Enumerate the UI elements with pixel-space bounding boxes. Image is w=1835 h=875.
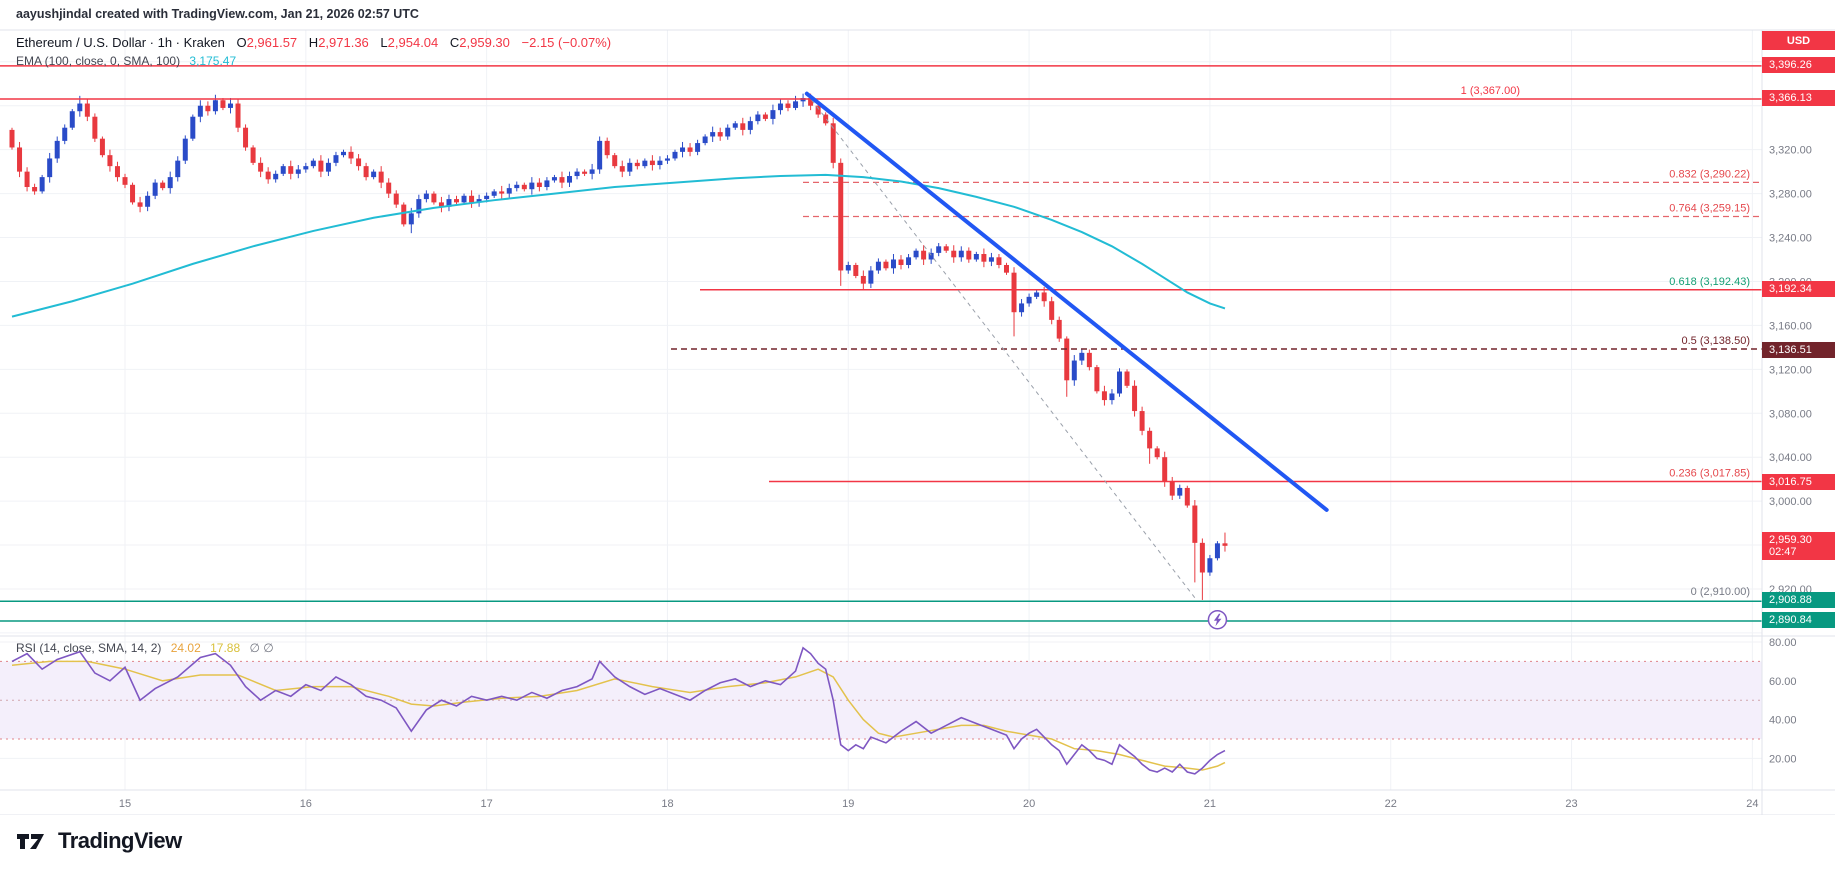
rsi-axis-label: 80.00 (1769, 637, 1797, 649)
time-axis-label: 17 (481, 798, 493, 810)
rsi-axis-label: 60.00 (1769, 676, 1797, 688)
ohlc-close: C2,959.30 (450, 35, 510, 50)
rsi-band (0, 660, 1762, 740)
lightning-icon (1207, 609, 1228, 630)
ohlc-open-label: O (236, 35, 247, 50)
time-axis-label: 20 (1023, 798, 1035, 810)
symbol-title[interactable]: Ethereum / U.S. Dollar · 1h · Kraken (16, 35, 225, 50)
ohlc-close-value: 2,959.30 (459, 35, 510, 50)
time-axis-label: 19 (842, 798, 854, 810)
time-axis-label: 21 (1204, 798, 1216, 810)
currency-label[interactable]: USD (1762, 31, 1835, 50)
price-tag: 3,136.51 (1762, 342, 1835, 359)
price-axis-label: 3,120.00 (1769, 364, 1812, 376)
trendline (804, 91, 1329, 512)
fib-level-label: 1 (3,367.00) (1461, 85, 1520, 97)
time-axis-label: 23 (1565, 798, 1577, 810)
time-axis-label: 22 (1385, 798, 1397, 810)
price-axis-label: 3,040.00 (1769, 452, 1812, 464)
fib-level-label: 0.618 (3,192.43) (1669, 276, 1750, 288)
price-tag: 2,890.84 (1762, 612, 1835, 628)
price-tag: 3,192.34 (1762, 280, 1835, 297)
price-axis-label: 3,080.00 (1769, 408, 1812, 420)
time-axis-label: 18 (661, 798, 673, 810)
rsi-legend[interactable]: RSI (14, close, SMA, 14, 2) 24.02 17.88 … (16, 641, 274, 655)
ohlc-high-label: H (308, 35, 319, 50)
fib-level-label: 0.832 (3,290.22) (1669, 168, 1750, 180)
price-tag: 3,366.13 (1762, 90, 1835, 106)
fib-level-label: 0.236 (3,017.85) (1669, 468, 1750, 480)
ema-line (11, 173, 1226, 318)
rsi-legend-value: 24.02 (170, 641, 201, 655)
rsi-line (11, 646, 1226, 775)
price-axis-label: 3,160.00 (1769, 320, 1812, 332)
tradingview-logo[interactable]: TradingView (16, 828, 182, 854)
time-axis-label: 24 (1746, 798, 1758, 810)
price-axis-label: 3,320.00 (1769, 145, 1812, 157)
price-axis-label: 3,000.00 (1769, 496, 1812, 508)
ohlc-high-value: 2,971.36 (318, 35, 369, 50)
ohlc-low-label: L (380, 35, 388, 50)
candles-series (9, 93, 1228, 600)
price-tag: 3,396.26 (1762, 56, 1835, 73)
ohlc-open-value: 2,961.57 (246, 35, 298, 50)
fib-level-label: 0.764 (3,259.15) (1669, 202, 1750, 214)
ohlc-open: O2,961.57 (236, 35, 297, 50)
rsi-ma-line (11, 660, 1226, 771)
price-axis-label: 3,240.00 (1769, 233, 1812, 245)
ohlc-close-label: C (449, 35, 460, 50)
price-tag: 3,016.75 (1762, 473, 1835, 490)
rsi-legend-title: RSI (14, close, SMA, 14, 2) (16, 641, 162, 655)
price-tag: 2,908.88 (1762, 592, 1835, 609)
ema-legend[interactable]: EMA (100, close, 0, SMA, 100) 3,175.47 (16, 54, 236, 68)
attribution-text: aayushjindal created with TradingView.co… (16, 7, 419, 21)
rsi-ma-legend-value: 17.88 (210, 641, 241, 655)
time-axis-labels: 15 16 17 18 19 20 21 22 23 24 (119, 798, 1759, 810)
ohlc-low: L2,954.04 (380, 35, 438, 50)
fib-level-labels: 1 (3,367.00) 0.832 (3,290.22) 0.764 (3,259… (1461, 85, 1750, 598)
rsi-axis-label: 40.00 (1769, 715, 1797, 727)
tradingview-logo-icon (17, 834, 44, 849)
price-change: −2.15 (−0.07%) (521, 35, 612, 50)
fib-trend-ray (806, 93, 1196, 599)
ohlc-high: H2,971.36 (309, 35, 369, 50)
tradingview-logo-text: TradingView (58, 828, 182, 853)
fib-level-label: 0 (2,910.00) (1691, 586, 1750, 598)
rsi-axis-label: 20.00 (1769, 753, 1797, 765)
price-axis-tags: 3,396.26 3,366.13 3,192.34 3,136.51 3,016.75… (1762, 0, 1835, 875)
support-resistance-levels (0, 65, 1762, 622)
ohlc-low-value: 2,954.04 (387, 35, 439, 50)
ema-legend-value: 3,175.47 (189, 54, 237, 68)
symbol-legend: Ethereum / U.S. Dollar · 1h · Kraken O2,… (16, 35, 611, 50)
price-tag: 2,959.30 02:47 (1762, 531, 1835, 560)
price-axis-label: 3,280.00 (1769, 189, 1812, 201)
footer-bar: TradingView (0, 815, 1835, 875)
time-axis-label: 15 (119, 798, 131, 810)
rsi-legend-extras: ∅ ∅ (249, 641, 274, 655)
time-axis-label: 16 (300, 798, 312, 810)
ema-legend-title: EMA (100, close, 0, SMA, 100) (16, 54, 181, 68)
fib-level-label: 0.5 (3,138.50) (1682, 335, 1751, 347)
